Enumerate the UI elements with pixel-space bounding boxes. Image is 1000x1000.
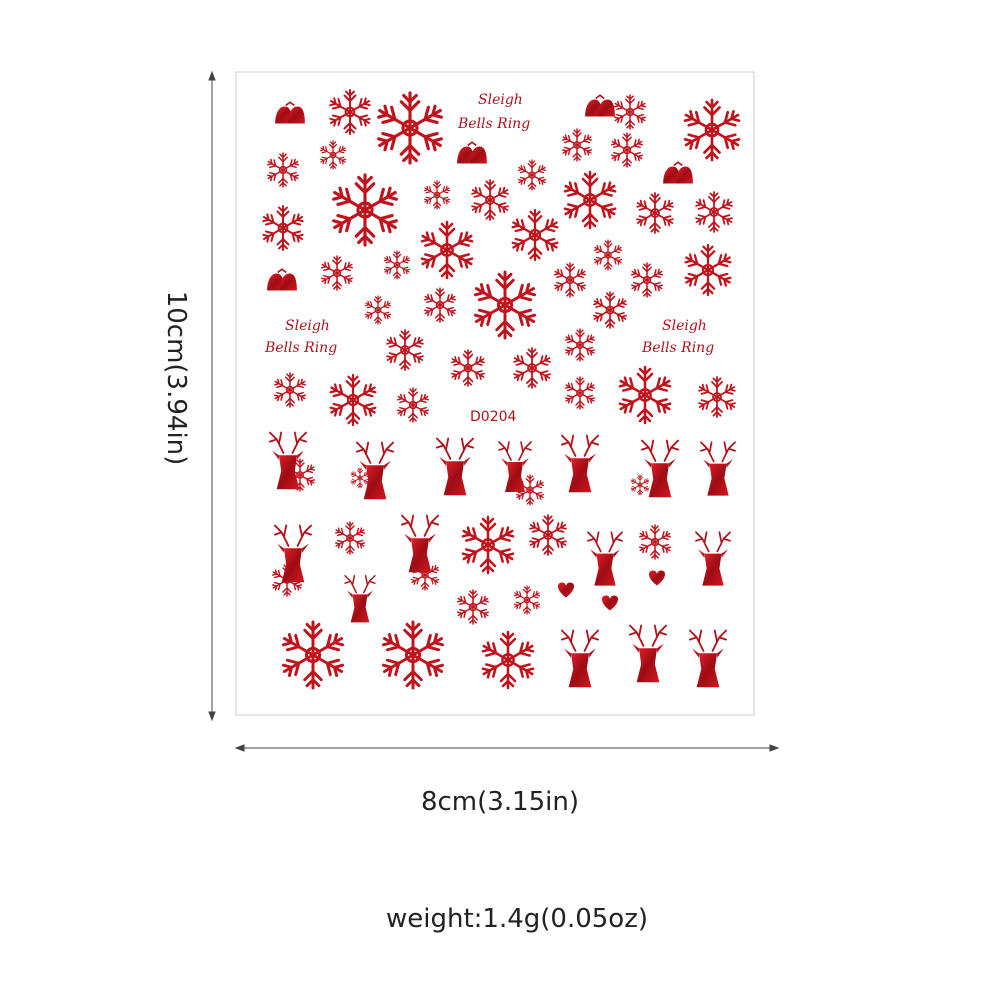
caption-line: Sleigh: [478, 92, 523, 108]
width-dimension-line: [234, 744, 780, 752]
caption-line: Sleigh: [662, 318, 707, 334]
caption-line: Sleigh: [285, 318, 330, 334]
product-code: D0204: [470, 409, 517, 425]
caption: Sleigh Bells Ring: [457, 92, 530, 132]
caption-line: Bells Ring: [457, 116, 530, 132]
weight-label: weight:1.4g(0.05oz): [386, 904, 648, 934]
height-dimension-line: [208, 70, 216, 722]
caption: Sleigh Bells Ring: [264, 318, 337, 356]
caption-line: Bells Ring: [641, 340, 714, 356]
caption-line: Bells Ring: [264, 340, 337, 356]
height-label: 10cm(3.94in): [161, 291, 191, 466]
caption: Sleigh Bells Ring: [641, 318, 714, 356]
width-label: 8cm(3.15in): [421, 787, 579, 817]
